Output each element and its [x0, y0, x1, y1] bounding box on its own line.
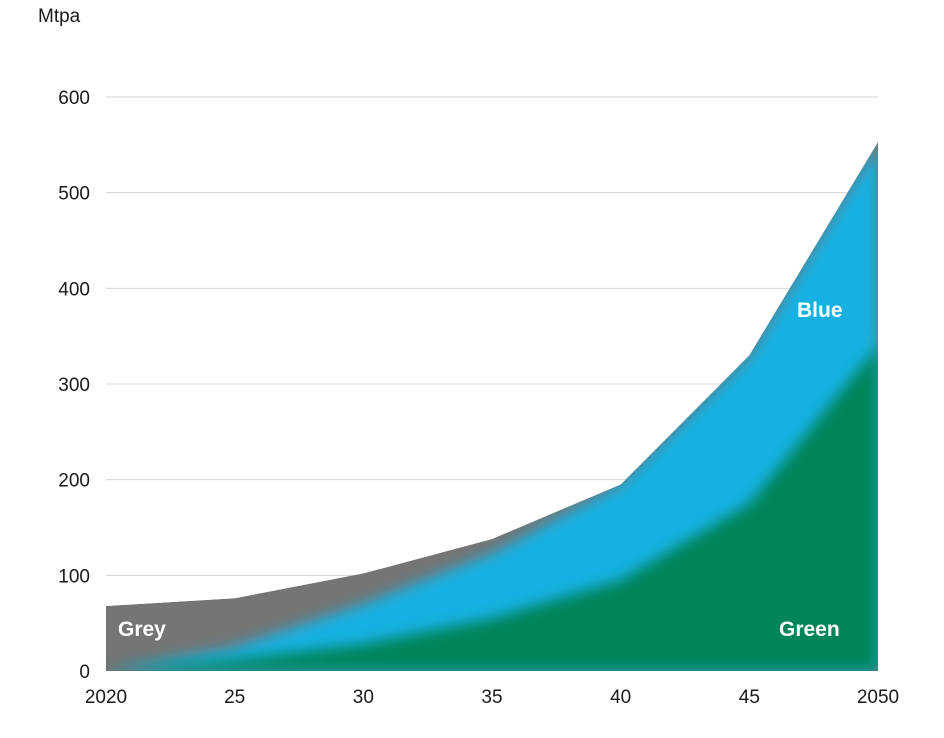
series-label-green: Green — [779, 618, 840, 641]
x-tick-35: 35 — [481, 687, 502, 708]
series-label-grey: Grey — [118, 618, 166, 641]
x-tick-25: 25 — [224, 687, 245, 708]
x-tick-45: 45 — [739, 687, 760, 708]
y-tick-500: 500 — [58, 184, 90, 205]
y-tick-200: 200 — [58, 471, 90, 492]
area-series-layer — [106, 141, 878, 672]
x-tick-40: 40 — [610, 687, 631, 708]
x-tick-2050: 2050 — [857, 687, 899, 708]
y-tick-labels: 0 100 200 300 400 500 600 — [58, 88, 90, 683]
x-tick-2020: 2020 — [85, 687, 127, 708]
y-tick-400: 400 — [58, 279, 90, 300]
y-tick-600: 600 — [58, 88, 90, 109]
area-blue — [106, 141, 878, 672]
x-tick-30: 30 — [353, 687, 374, 708]
y-axis-unit-label: Mtpa — [38, 6, 81, 27]
y-tick-0: 0 — [79, 662, 90, 683]
area-green — [106, 345, 878, 671]
series-label-blue: Blue — [797, 299, 843, 322]
y-tick-100: 100 — [58, 566, 90, 587]
series-labels: Green Blue Grey — [118, 299, 843, 641]
x-tick-labels: 2020 25 30 35 40 45 2050 — [85, 687, 899, 708]
y-tick-300: 300 — [58, 375, 90, 396]
